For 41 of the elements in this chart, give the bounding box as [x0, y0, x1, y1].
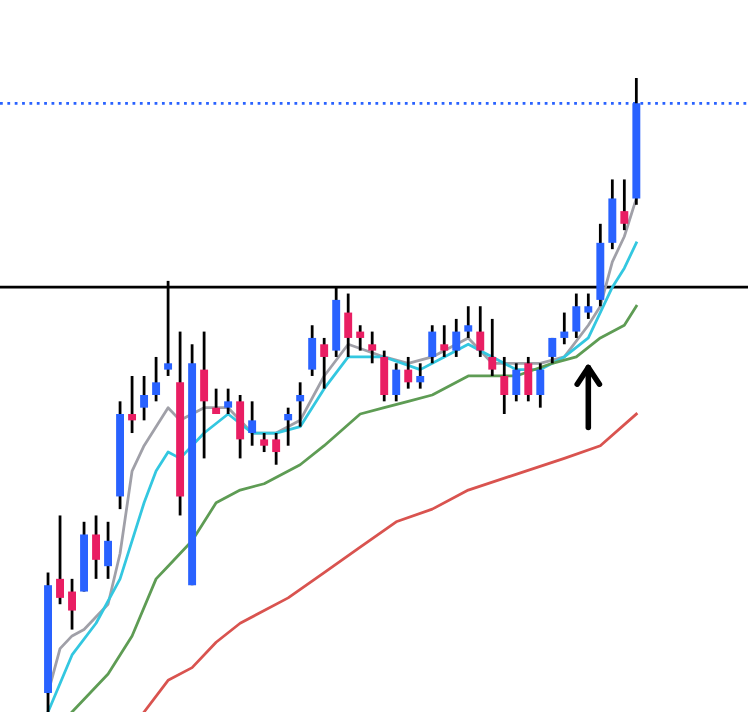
candlestick	[284, 406, 293, 448]
candlestick	[380, 349, 389, 403]
candlestick	[488, 317, 497, 378]
candlestick	[320, 336, 329, 391]
candlestick	[152, 355, 161, 403]
candlestick	[92, 514, 101, 581]
candlestick	[572, 292, 581, 340]
candlestick	[212, 387, 221, 416]
candlestick	[476, 304, 485, 359]
candlestick	[104, 520, 113, 581]
candlestick	[584, 292, 593, 321]
candlestick	[296, 380, 305, 429]
candlestick	[68, 577, 76, 631]
candlestick	[512, 361, 521, 403]
candlestick	[464, 304, 473, 340]
candlestick	[536, 361, 545, 410]
candlestick	[344, 292, 353, 359]
candlestick	[356, 323, 365, 352]
candlestick	[608, 178, 617, 251]
candlestick	[548, 336, 557, 365]
candlestick	[308, 323, 317, 378]
candlestick	[248, 399, 257, 448]
candlestick	[224, 387, 233, 416]
candlestick	[440, 323, 449, 359]
candlestick	[392, 361, 401, 403]
candlestick	[500, 355, 509, 416]
candlestick	[236, 393, 245, 460]
candlestick	[404, 355, 413, 391]
candlestick	[56, 514, 64, 606]
candlestick	[524, 355, 533, 403]
candlestick	[368, 330, 377, 365]
candlestick	[416, 361, 425, 391]
candlestick	[260, 431, 269, 454]
candlestick	[200, 330, 209, 460]
candlestick	[620, 178, 629, 232]
candlestick	[428, 323, 437, 365]
candlestick	[272, 431, 281, 467]
candlestick	[452, 317, 461, 359]
candlestick	[560, 311, 569, 346]
candlestick	[128, 374, 137, 435]
candlestick	[140, 374, 149, 422]
